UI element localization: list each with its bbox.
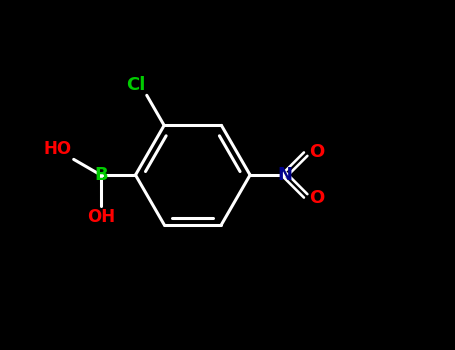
Text: O: O xyxy=(309,189,324,206)
Text: O: O xyxy=(309,144,324,161)
Text: B: B xyxy=(94,166,107,184)
Text: N: N xyxy=(277,166,292,184)
Text: Cl: Cl xyxy=(126,76,145,93)
Text: HO: HO xyxy=(44,140,72,158)
Text: OH: OH xyxy=(87,208,115,226)
